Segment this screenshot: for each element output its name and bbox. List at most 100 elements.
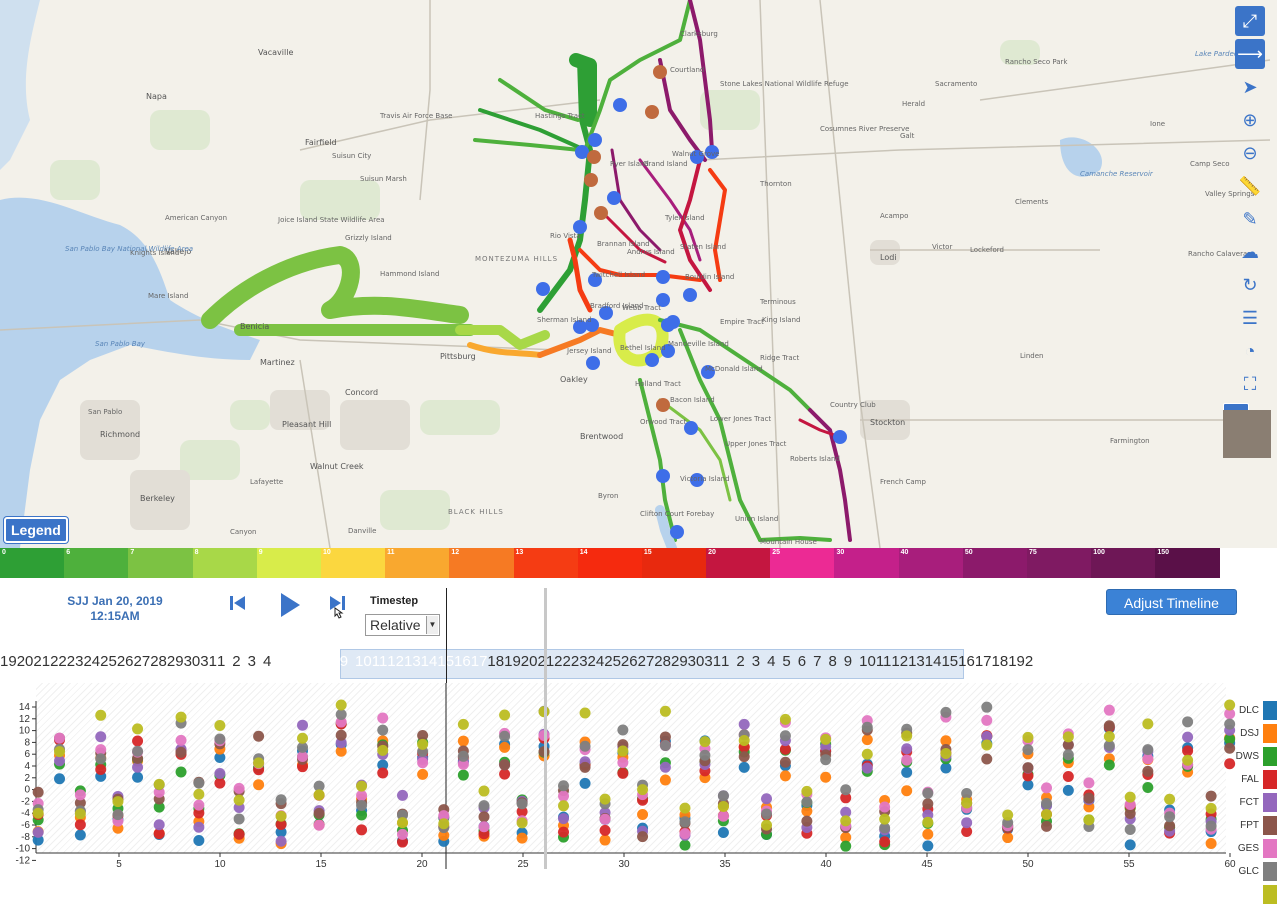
- timeline-day[interactable]: 28: [654, 653, 671, 670]
- timeline-day[interactable]: 4: [262, 653, 272, 670]
- zoom-out-button[interactable]: ⊖: [1235, 138, 1265, 168]
- station-marker[interactable]: [588, 133, 602, 147]
- timeline-day[interactable]: 14: [420, 653, 438, 670]
- timeline-day[interactable]: 20: [16, 653, 34, 670]
- timeline-day[interactable]: 9: [339, 653, 349, 670]
- timeline-day[interactable]: 31: [704, 653, 722, 670]
- timeline-day[interactable]: 30: [183, 653, 201, 670]
- station-marker[interactable]: [586, 356, 600, 370]
- timeline-day[interactable]: 8: [828, 653, 837, 670]
- refresh-button[interactable]: ↻: [1235, 270, 1265, 300]
- timeline-day[interactable]: 29: [166, 653, 184, 670]
- station-marker[interactable]: [656, 270, 670, 284]
- timeline-day[interactable]: 20: [520, 653, 538, 670]
- station-marker[interactable]: [585, 318, 599, 332]
- legend-item[interactable]: [1233, 883, 1277, 906]
- legend-item[interactable]: DWS: [1233, 745, 1277, 768]
- legend-item[interactable]: DSJ: [1233, 722, 1277, 745]
- timeline-day[interactable]: 15: [437, 653, 455, 670]
- play-button[interactable]: [279, 592, 301, 623]
- station-marker[interactable]: [690, 150, 704, 164]
- timeline-day[interactable]: 10: [355, 653, 372, 670]
- station-marker[interactable]: [594, 206, 608, 220]
- timeline-day[interactable]: 22: [554, 653, 571, 670]
- timeline-day[interactable]: 8: [324, 653, 333, 670]
- collapse-button[interactable]: ⤢: [1235, 6, 1265, 36]
- timeline-day[interactable]: 25: [604, 653, 621, 670]
- timeline-day[interactable]: 1: [216, 653, 226, 670]
- timeline-day[interactable]: 16: [454, 653, 471, 670]
- station-marker[interactable]: [588, 273, 602, 287]
- station-marker[interactable]: [645, 353, 659, 367]
- legend-button[interactable]: Legend: [4, 517, 68, 543]
- pencil-button[interactable]: ✎: [1235, 204, 1265, 234]
- timeline-day[interactable]: 21: [33, 653, 51, 670]
- timeline-day[interactable]: 2: [736, 653, 745, 670]
- station-marker[interactable]: [684, 421, 698, 435]
- timeline-window[interactable]: [340, 649, 964, 679]
- timeline-day[interactable]: 19: [0, 653, 17, 670]
- layers-button[interactable]: ☰: [1235, 303, 1265, 333]
- timeline-day[interactable]: 6: [797, 653, 807, 670]
- timeline-day[interactable]: 7: [813, 653, 822, 670]
- legend-item[interactable]: DLC: [1233, 699, 1277, 722]
- adjust-timeline-button[interactable]: Adjust Timeline: [1106, 589, 1237, 615]
- map-view[interactable]: Vacaville Napa Fairfield Suisun City Travis …: [0, 0, 1277, 548]
- timeline-day[interactable]: 10: [859, 653, 876, 670]
- station-marker[interactable]: [573, 220, 587, 234]
- timeline-day[interactable]: 21: [537, 653, 555, 670]
- station-marker[interactable]: [599, 306, 613, 320]
- legend-item[interactable]: GES: [1233, 837, 1277, 860]
- timeline-day[interactable]: 19: [504, 653, 521, 670]
- timeline-day[interactable]: 18: [991, 653, 1009, 670]
- timeline-day[interactable]: 6: [293, 653, 302, 670]
- timeline-day[interactable]: 5: [782, 653, 791, 670]
- station-marker[interactable]: [661, 344, 675, 358]
- timeline-day[interactable]: 29: [670, 653, 688, 670]
- timeline-day[interactable]: 28: [150, 653, 167, 670]
- timeline-day[interactable]: 26: [620, 653, 638, 670]
- legend-item[interactable]: GLC: [1233, 860, 1277, 883]
- station-marker[interactable]: [705, 145, 719, 159]
- station-marker[interactable]: [607, 191, 621, 205]
- legend-item[interactable]: FPT: [1233, 814, 1277, 837]
- station-marker[interactable]: [656, 469, 670, 483]
- timeline-strip[interactable]: 192021222324252627282930311 2 3 4 5 6 7 …: [0, 645, 1277, 681]
- timeline-day[interactable]: 4: [767, 653, 776, 670]
- timeline-day[interactable]: 19: [1008, 653, 1025, 670]
- timeline-day[interactable]: 3: [247, 653, 256, 670]
- timeline-day[interactable]: 5: [278, 653, 287, 670]
- station-marker[interactable]: [690, 473, 704, 487]
- station-marker[interactable]: [573, 320, 587, 334]
- timeline-day[interactable]: 31: [200, 653, 217, 670]
- timeline-day[interactable]: 7: [309, 653, 318, 670]
- timeline-day[interactable]: 17: [974, 653, 992, 670]
- map-canvas[interactable]: [0, 0, 1277, 548]
- timeline-day[interactable]: 11: [371, 653, 388, 670]
- station-marker[interactable]: [613, 98, 627, 112]
- clock-button[interactable]: ◔: [1235, 336, 1265, 366]
- timeline-day[interactable]: 16: [958, 653, 975, 670]
- timeline-day[interactable]: 27: [133, 653, 151, 670]
- station-marker[interactable]: [701, 365, 715, 379]
- timeline-day[interactable]: 13: [403, 653, 421, 670]
- timeline-day[interactable]: 24: [587, 653, 605, 670]
- cloud-upload-button[interactable]: ☁: [1235, 237, 1265, 267]
- legend-item[interactable]: FCT: [1233, 791, 1277, 814]
- timeline-day[interactable]: 2: [232, 653, 241, 670]
- timeline-day[interactable]: 12: [891, 653, 909, 670]
- timeline-day[interactable]: 25: [100, 653, 117, 670]
- timeline-day[interactable]: 3: [751, 653, 761, 670]
- pointer-button[interactable]: ➤: [1235, 72, 1265, 102]
- station-marker[interactable]: [656, 293, 670, 307]
- timeline-day[interactable]: 30: [687, 653, 705, 670]
- station-marker[interactable]: [587, 150, 601, 164]
- timeline-day[interactable]: 18: [487, 653, 505, 670]
- arrow-right-button[interactable]: ⟶: [1235, 39, 1265, 69]
- timeline-day[interactable]: 23: [570, 653, 588, 670]
- timeline-day[interactable]: 22: [50, 653, 67, 670]
- station-marker[interactable]: [661, 318, 675, 332]
- legend-item[interactable]: FAL: [1233, 768, 1277, 791]
- timeline-day[interactable]: 2: [1024, 653, 1034, 670]
- timeline-day[interactable]: 17: [470, 653, 488, 670]
